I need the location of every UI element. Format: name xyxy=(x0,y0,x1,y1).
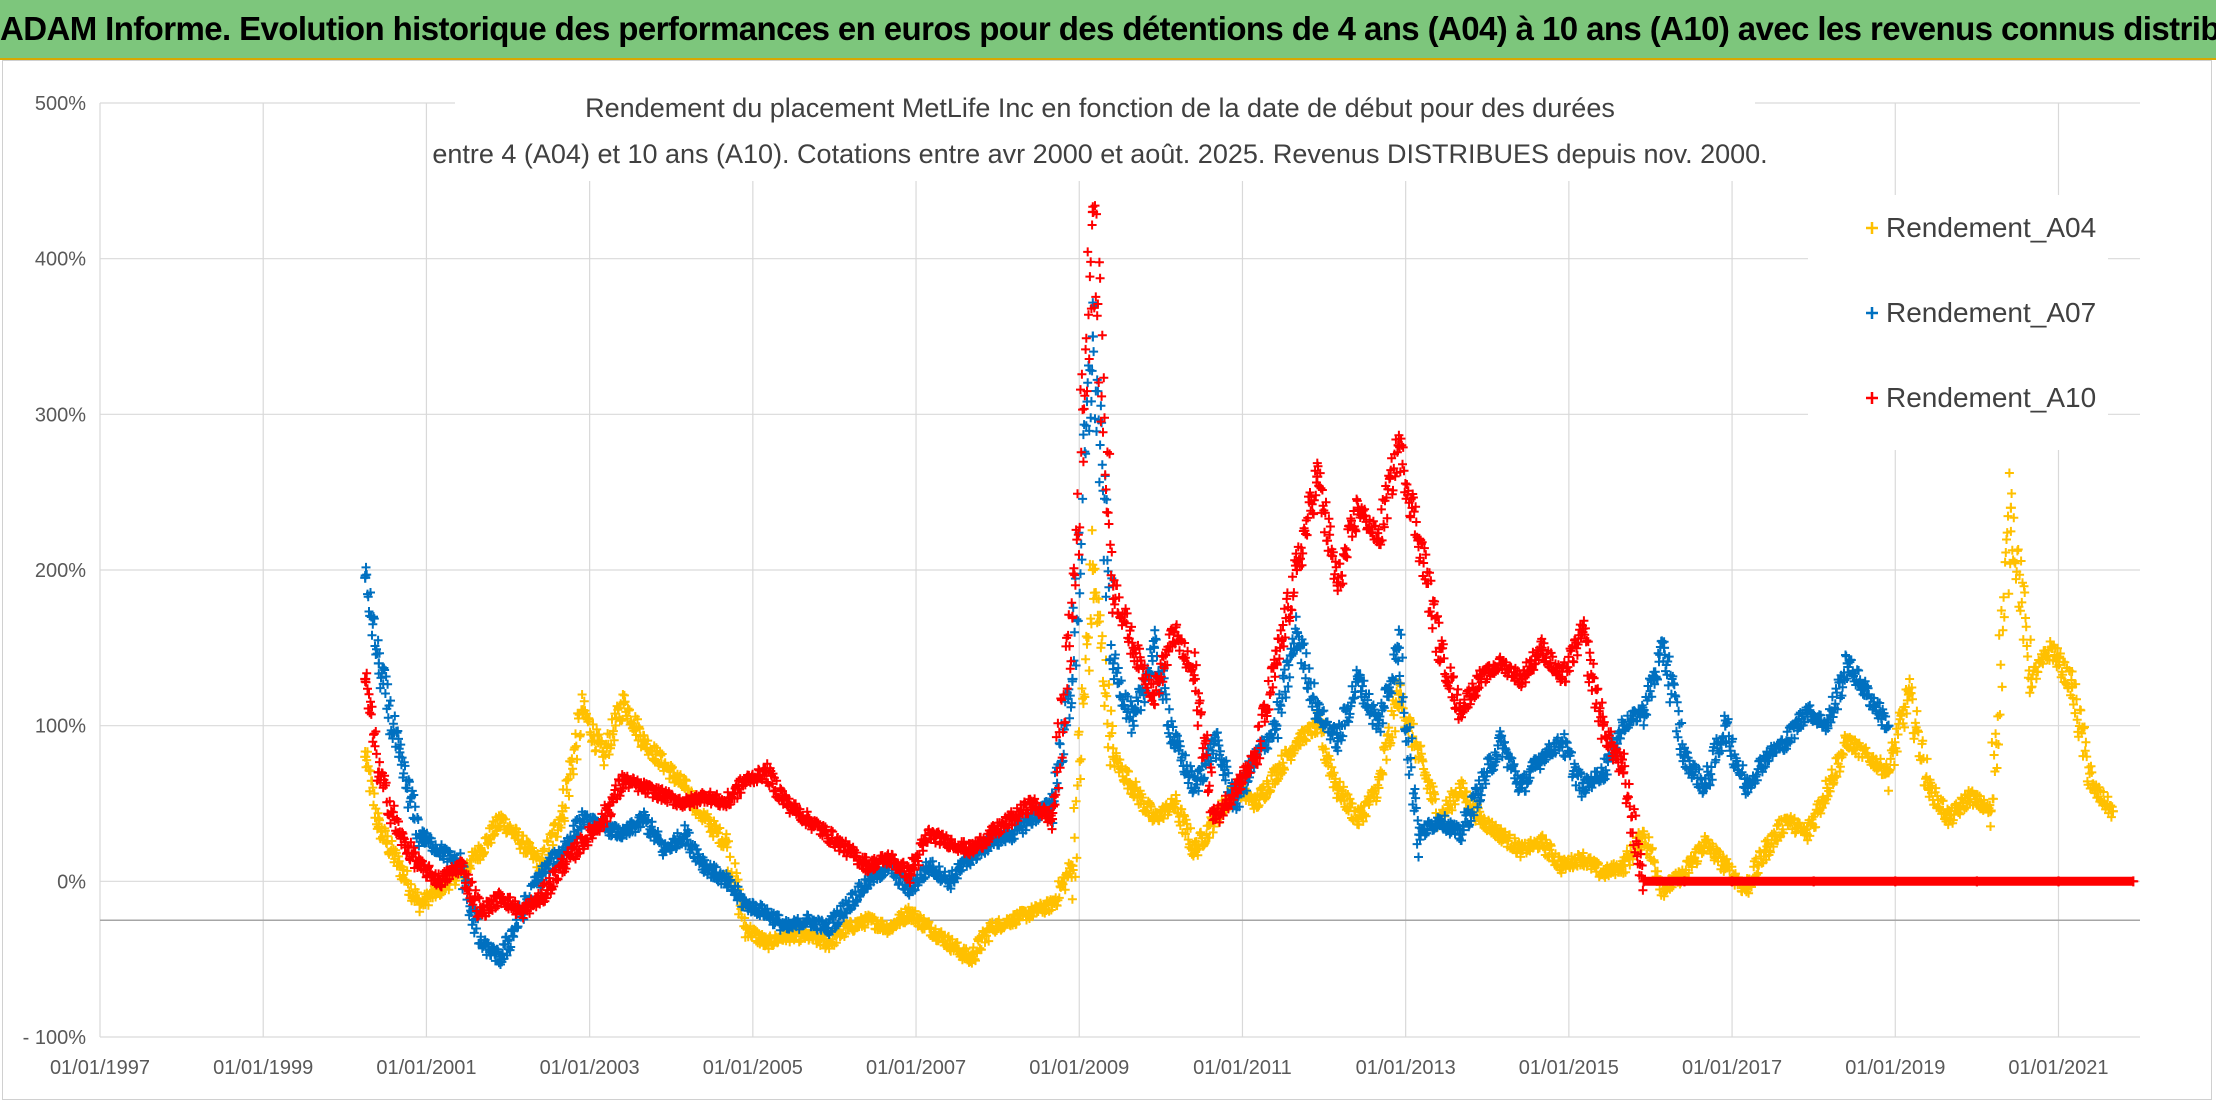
banner-title: ADAM Informe. Evolution historique des p… xyxy=(0,10,2216,47)
x-tick-label: 01/01/2013 xyxy=(1356,1057,1456,1079)
series-marks xyxy=(360,201,2139,969)
series-markers xyxy=(360,298,1893,969)
y-tick-label: 0% xyxy=(57,871,86,893)
x-tick-label: 01/01/2009 xyxy=(1029,1057,1129,1079)
legend-label: Rendement_A10 xyxy=(1886,382,2096,413)
legend: Rendement_A04 Rendement_A07 Rendement_A10 xyxy=(1808,195,2108,450)
chart-title-line1: Rendement du placement MetLife Inc en fo… xyxy=(585,93,1615,123)
x-tick-label: 01/01/2007 xyxy=(866,1057,966,1079)
x-tick-label: 01/01/2001 xyxy=(376,1057,476,1079)
series-markers xyxy=(360,468,2117,968)
header-banner: ADAM Informe. Evolution historique des p… xyxy=(0,0,2216,60)
x-tick-label: 01/01/1999 xyxy=(213,1057,313,1079)
x-tick-label: 01/01/2005 xyxy=(703,1057,803,1079)
series-Rendement_A10 xyxy=(360,201,2139,923)
x-tick-label: 01/01/2017 xyxy=(1682,1057,1782,1079)
y-tick-label: 300% xyxy=(35,404,86,426)
data-point xyxy=(1087,331,1098,342)
y-tick-label: 400% xyxy=(35,249,86,271)
legend-label: Rendement_A04 xyxy=(1886,212,2096,243)
x-tick-label: 01/01/2019 xyxy=(1845,1057,1945,1079)
y-axis-ticks: - 100% 0% 100% 200% 300% 400% 500% xyxy=(23,93,87,1049)
data-point xyxy=(2005,502,2016,513)
x-tick-label: 01/01/2011 xyxy=(1193,1057,1292,1079)
chart-title-line2: entre 4 (A04) et 10 ans (A10). Cotations… xyxy=(432,139,1767,169)
chart-frame xyxy=(2,60,2212,1100)
y-tick-label: - 100% xyxy=(23,1027,87,1049)
x-tick-label: 01/01/2003 xyxy=(540,1057,640,1079)
y-tick-label: 100% xyxy=(35,716,86,738)
x-tick-label: 01/01/2021 xyxy=(2008,1057,2108,1079)
y-tick-label: 200% xyxy=(35,560,86,582)
x-tick-label: 01/01/2015 xyxy=(1519,1057,1619,1079)
x-axis-ticks: 01/01/1997 01/01/1999 01/01/2001 01/01/2003… xyxy=(50,1057,2109,1079)
series-Rendement_A04 xyxy=(360,468,2118,968)
y-tick-label: 500% xyxy=(35,93,86,115)
x-tick-label: 01/01/1997 xyxy=(50,1057,150,1079)
legend-label: Rendement_A07 xyxy=(1886,297,2096,328)
